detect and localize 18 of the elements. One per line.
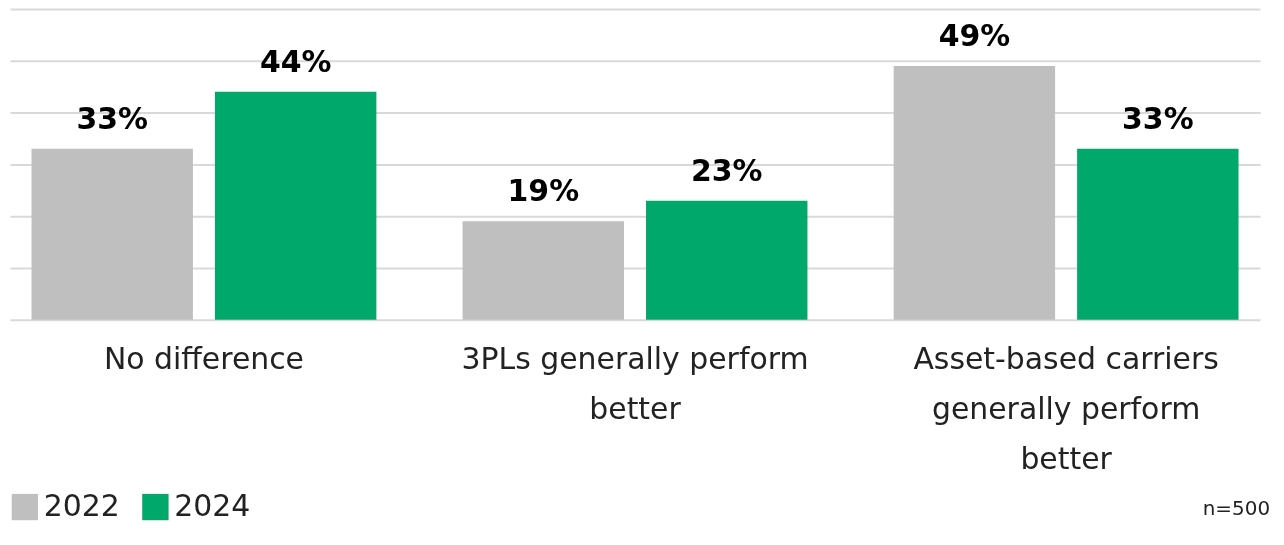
bar	[31, 148, 193, 320]
text: n=500	[1202, 497, 1271, 521]
data-label: 19%	[507, 173, 580, 209]
bar	[1077, 148, 1239, 320]
legend-label: 2024	[174, 488, 251, 524]
bar	[214, 91, 377, 320]
bar	[646, 200, 808, 320]
legend-label: 2022	[43, 488, 120, 524]
x-tick-label: No difference	[103, 341, 304, 377]
x-tick-label: 3PLs generally perform better	[461, 341, 809, 426]
bar	[893, 65, 1056, 320]
data-label: 33%	[76, 100, 148, 136]
bar	[462, 221, 625, 320]
data-label: 33%	[1122, 100, 1194, 136]
data-label: 23%	[690, 152, 763, 188]
data-label: 44%	[259, 43, 332, 79]
data-label: 49%	[938, 18, 1011, 54]
x-tick-label: Asset-based carriers generally perform better	[913, 341, 1219, 476]
